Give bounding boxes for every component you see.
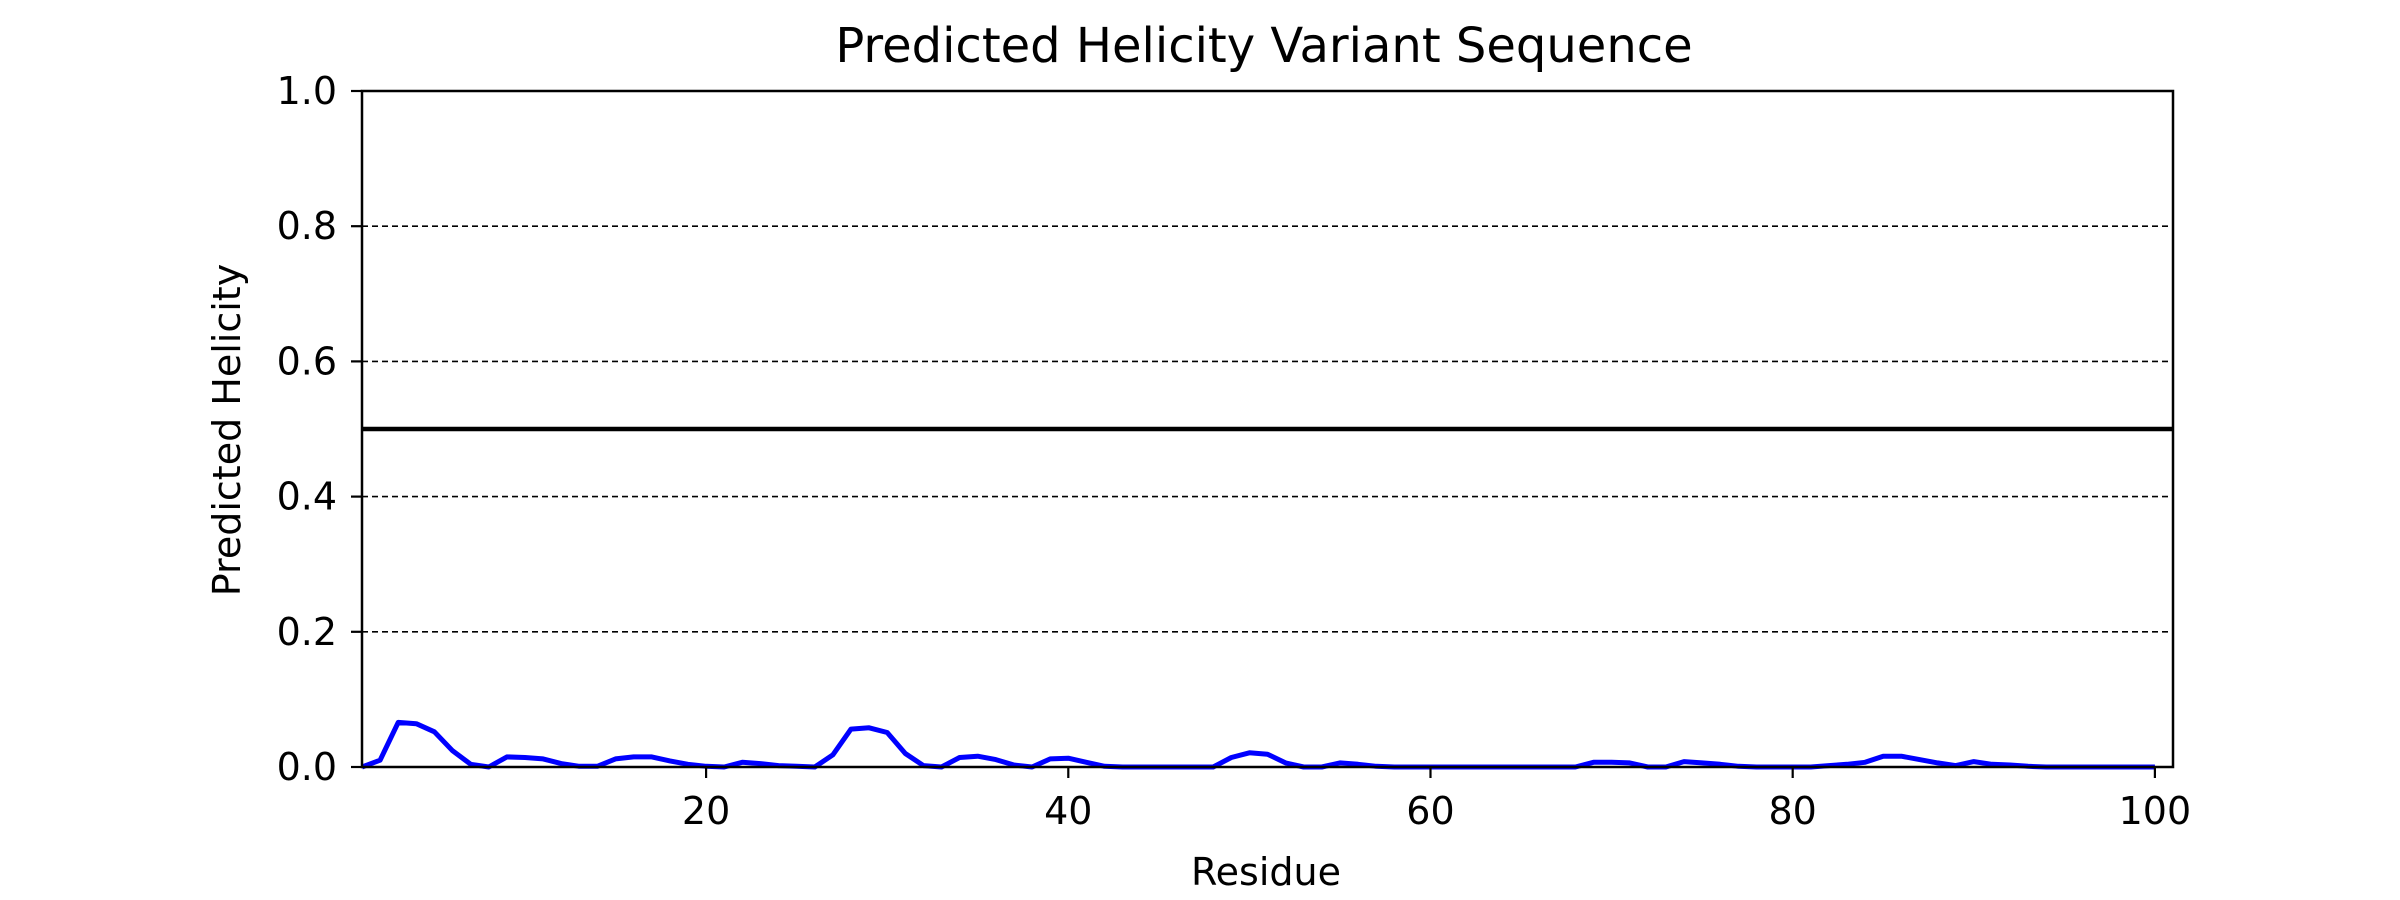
y-axis-ticks: 0.0 0.2 0.4 0.6 0.8 1.0: [277, 69, 362, 789]
y-tick-label-4: 0.8: [277, 204, 337, 248]
x-axis-ticks: 20 40 60 80 100: [682, 767, 2191, 833]
series-line: [361, 719, 2155, 770]
x-tick-label-20: 20: [682, 789, 730, 833]
grid-lines: [362, 225, 2173, 633]
y-tick-label-2: 0.4: [277, 475, 337, 519]
x-tick-label-60: 60: [1406, 789, 1454, 833]
chart-title: Predicted Helicity Variant Sequence: [835, 18, 1692, 74]
plot-frame: [360, 89, 2175, 769]
x-axis-label: Residue: [1191, 850, 1341, 894]
y-tick-label-5: 1.0: [277, 69, 337, 113]
x-tick-label-80: 80: [1769, 789, 1817, 833]
x-tick-label-40: 40: [1044, 789, 1092, 833]
x-tick-label-100: 100: [2119, 789, 2192, 833]
y-tick-label-1: 0.2: [277, 610, 337, 654]
y-tick-label-3: 0.6: [277, 339, 337, 383]
y-axis-label: Predicted Helicity: [205, 264, 249, 596]
y-tick-label-0: 0.0: [277, 745, 337, 789]
